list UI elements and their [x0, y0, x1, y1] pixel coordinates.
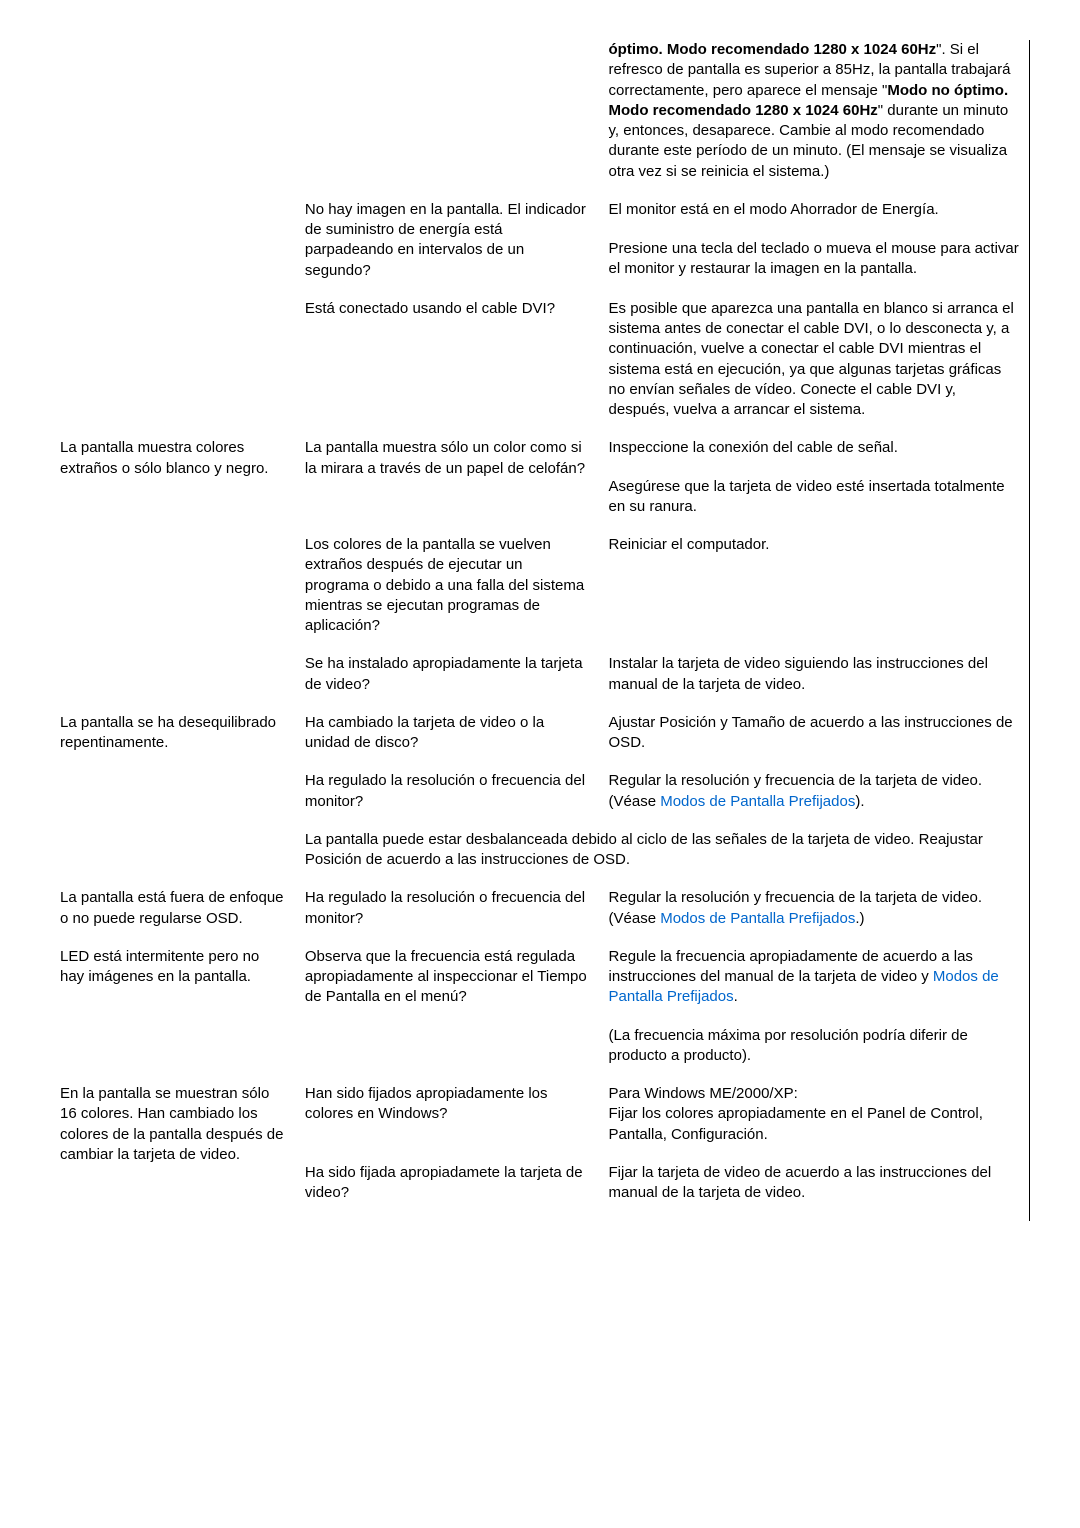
problem-text: La pantalla se ha desequilibrado repenti… — [60, 714, 276, 751]
fix-text: (Véase Modos de Pantalla Prefijados). — [609, 793, 865, 810]
troubleshooting-table: óptimo. Modo recomendado 1280 x 1024 60H… — [50, 40, 1030, 1221]
fix-text: Regule la frecuencia apropiadamente de a… — [609, 948, 999, 1006]
fix-text: Regular la resolución y frecuencia de la… — [609, 772, 983, 789]
fix-text: óptimo. Modo recomendado 1280 x 1024 60H… — [609, 41, 1011, 180]
fix-text: Fijar la tarjeta de video de acuerdo a l… — [609, 1164, 992, 1201]
cause-text: Ha regulado la resolución o frecuencia d… — [305, 889, 585, 926]
fix-text: (Véase Modos de Pantalla Prefijados.) — [609, 910, 865, 927]
problem-text: La pantalla está fuera de enfoque o no p… — [60, 889, 284, 926]
problem-text: LED está intermitente pero no hay imágen… — [60, 948, 259, 985]
cause-text: Está conectado usando el cable DVI? — [305, 300, 555, 317]
fix-text: Para Windows ME/2000/XP: — [609, 1085, 798, 1102]
cause-text: La pantalla muestra sólo un color como s… — [305, 439, 585, 476]
cause-text: Observa que la frecuencia está regulada … — [305, 948, 587, 1006]
fix-text: El monitor está en el modo Ahorrador de … — [609, 201, 939, 218]
fix-text: Inspeccione la conexión del cable de señ… — [609, 439, 898, 456]
preset-modes-link[interactable]: Modos de Pantalla Prefijados — [660, 910, 855, 927]
cause-text: Ha sido fijada apropiadamete la tarjeta … — [305, 1164, 583, 1201]
fix-text: Es posible que aparezca una pantalla en … — [609, 300, 1014, 418]
cause-text: Los colores de la pantalla se vuelven ex… — [305, 536, 584, 634]
cause-text: Ha regulado la resolución o frecuencia d… — [305, 772, 585, 809]
problem-text: La pantalla muestra colores extraños o s… — [60, 439, 268, 476]
problem-text: En la pantalla se muestran sólo 16 color… — [60, 1085, 284, 1163]
cause-text: Se ha instalado apropiadamente la tarjet… — [305, 655, 583, 692]
fix-text: Presione una tecla del teclado o mueva e… — [609, 240, 1019, 277]
fix-text: (La frecuencia máxima por resolución pod… — [609, 1027, 968, 1064]
fix-text: Regular la resolución y frecuencia de la… — [609, 889, 983, 906]
note-text: La pantalla puede estar desbalanceada de… — [305, 831, 983, 868]
fix-text: Asegúrese que la tarjeta de video esté i… — [609, 478, 1005, 515]
cause-text: Ha cambiado la tarjeta de video o la uni… — [305, 714, 544, 751]
cause-text: Han sido fijados apropiadamente los colo… — [305, 1085, 548, 1122]
fix-text: Reiniciar el computador. — [609, 536, 770, 553]
cause-text: No hay imagen en la pantalla. El indicad… — [305, 201, 586, 279]
fix-text: Instalar la tarjeta de video siguiendo l… — [609, 655, 988, 692]
fix-text: Ajustar Posición y Tamaño de acuerdo a l… — [609, 714, 1013, 751]
preset-modes-link[interactable]: Modos de Pantalla Prefijados — [660, 793, 855, 810]
fix-text: Fijar los colores apropiadamente en el P… — [609, 1105, 983, 1142]
